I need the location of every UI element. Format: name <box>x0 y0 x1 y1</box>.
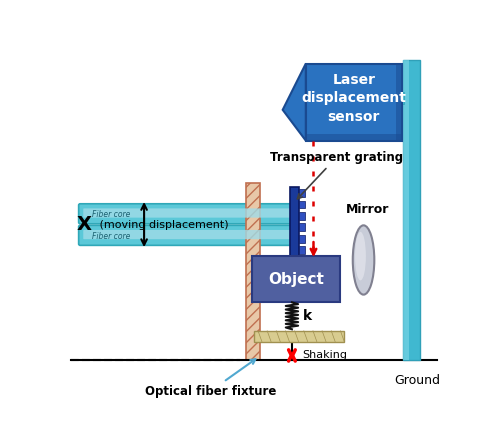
Text: X: X <box>77 215 92 234</box>
FancyBboxPatch shape <box>79 204 297 224</box>
Bar <box>299 212 305 220</box>
Text: Mirror: Mirror <box>346 203 389 216</box>
Bar <box>254 331 344 342</box>
Bar <box>299 201 305 208</box>
Text: Optical fiber fixture: Optical fiber fixture <box>145 359 276 398</box>
Bar <box>403 60 409 360</box>
Bar <box>299 235 305 243</box>
Ellipse shape <box>355 232 366 280</box>
Text: Fiber core: Fiber core <box>92 210 130 219</box>
Bar <box>299 189 305 197</box>
Text: Ground: Ground <box>394 374 440 387</box>
FancyBboxPatch shape <box>403 60 420 360</box>
Bar <box>299 258 305 266</box>
Text: Fiber core: Fiber core <box>92 232 130 240</box>
Bar <box>246 183 259 360</box>
Bar <box>402 96 404 101</box>
Text: Laser
displacement
sensor: Laser displacement sensor <box>302 73 406 124</box>
Bar <box>306 135 402 141</box>
Text: (moving displacement): (moving displacement) <box>96 220 228 230</box>
Text: Shaking: Shaking <box>303 351 348 361</box>
Bar <box>396 64 402 141</box>
Bar <box>306 64 402 141</box>
Bar <box>299 247 305 254</box>
Bar <box>299 269 305 277</box>
Ellipse shape <box>353 225 374 295</box>
Polygon shape <box>283 64 306 141</box>
FancyBboxPatch shape <box>83 230 293 239</box>
Text: Object: Object <box>268 272 324 287</box>
Bar <box>299 224 305 231</box>
FancyBboxPatch shape <box>79 225 297 245</box>
Bar <box>402 92 404 105</box>
Text: k: k <box>303 309 312 323</box>
Bar <box>251 256 340 302</box>
Text: Transparent grating: Transparent grating <box>270 151 403 199</box>
Bar <box>290 187 299 279</box>
FancyBboxPatch shape <box>83 208 293 217</box>
